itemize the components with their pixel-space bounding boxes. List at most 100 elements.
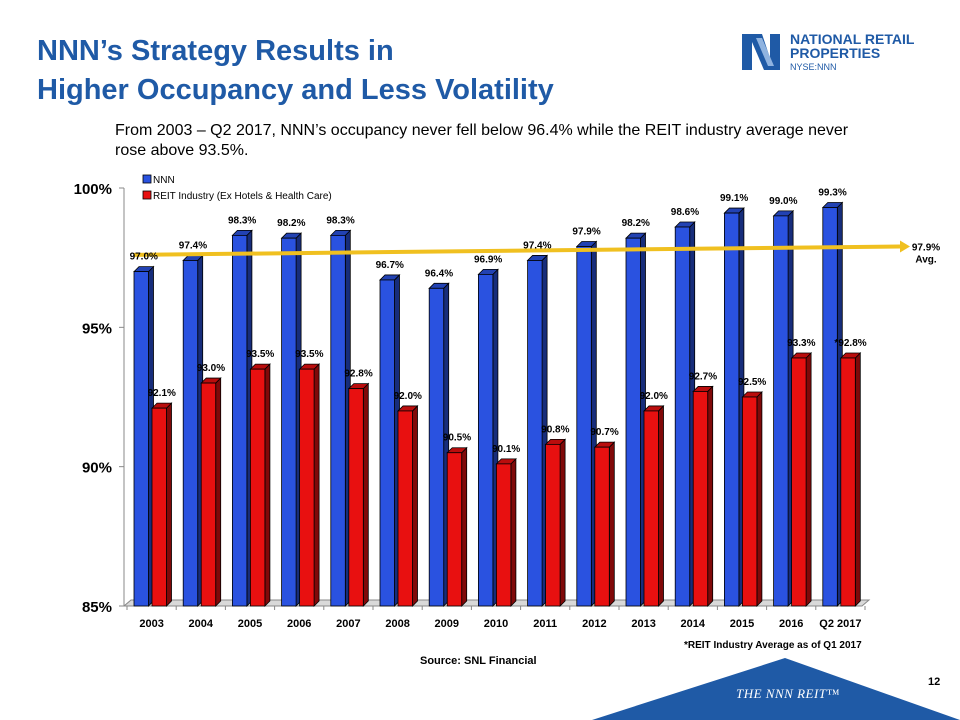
x-tick-label: 2011: [533, 618, 557, 630]
bar-front: [249, 368, 266, 607]
x-tick-label: 2003: [139, 618, 163, 630]
average-line-arrowhead: [900, 240, 910, 253]
logo-wordmark: NATIONAL RETAIL PROPERTIES: [790, 32, 914, 60]
nnn-data-label: 97.4%: [179, 240, 207, 251]
reit-bar: [593, 441, 616, 607]
company-logo: NATIONAL RETAIL PROPERTIES NYSE:NNN: [740, 28, 940, 78]
bar-front: [379, 279, 395, 607]
y-tick-label-100: 100%: [74, 181, 112, 198]
bar-front: [182, 260, 199, 607]
bar-front: [545, 443, 561, 607]
legend-label-reit: REIT Industry (Ex Hotels & Health Care): [153, 191, 332, 202]
nnn-bar: [428, 282, 450, 607]
average-label: 97.9%: [912, 243, 940, 254]
average-line-group: [133, 240, 910, 257]
reit-data-label: 92.8%: [344, 369, 372, 380]
bar-front: [594, 446, 610, 607]
x-tick-label: 2009: [435, 618, 459, 630]
chart-data-labels: 97.9%Avg.97.0%97.4%98.3% 98.2% 98.3%96.7%9…: [130, 188, 941, 455]
reit-data-label: 92.7%: [689, 371, 717, 382]
reit-bar: [249, 363, 271, 607]
chart-legend: NNN REIT Industry (Ex Hotels & Health Car…: [142, 174, 332, 202]
nnn-bar: [379, 273, 401, 607]
logo-line-1: NATIONAL RETAIL: [790, 31, 915, 47]
x-tick-label: 2006: [287, 618, 311, 630]
footer-brand-text: THE NNN REIT™: [736, 686, 840, 701]
nnn-data-label: 96.9%: [474, 254, 502, 265]
x-tick-label: 2012: [582, 618, 606, 630]
y-tick-label-85: 85%: [82, 599, 112, 616]
x-tick-label: 2007: [336, 618, 360, 630]
reit-data-label: 92.0%: [640, 391, 668, 402]
bar-front: [281, 237, 297, 607]
reit-data-label: *92.8%: [834, 338, 866, 349]
nnn-bar: [477, 268, 499, 607]
x-tick-label: 2016: [779, 618, 803, 630]
bar-front: [840, 357, 856, 607]
nnn-data-label: 96.7%: [376, 260, 404, 271]
logo-line-2: PROPERTIES: [790, 45, 881, 61]
x-tick-label: 2015: [730, 618, 754, 630]
nnn-bar: [821, 201, 844, 607]
reit-data-label: 90.1%: [492, 444, 520, 455]
slide-title: NNN’s Strategy Results in Higher Occupan…: [37, 32, 554, 110]
nnn-data-label: 99.3%: [818, 188, 846, 199]
reit-bar: [200, 377, 222, 607]
nnn-data-label: 98.2%: [622, 218, 650, 229]
x-tick-label: 2005: [238, 618, 262, 630]
reit-bar: [544, 438, 567, 607]
nnn-data-label: 98.3%: [228, 215, 256, 226]
nnn-logo-icon: [742, 34, 780, 70]
bar-front: [231, 234, 248, 607]
reit-bar: [347, 382, 370, 607]
reit-bar: [495, 457, 517, 607]
reit-bar: [692, 385, 714, 607]
reit-data-label: 93.3%: [787, 338, 815, 349]
x-tick-label: Q2 2017: [819, 618, 861, 630]
reit-bar: [151, 402, 173, 607]
x-tick-label: 2014: [681, 618, 706, 630]
average-label-suffix: Avg.: [915, 255, 937, 266]
bar-front: [133, 271, 149, 607]
chart-source: Source: SNL Financial: [420, 655, 537, 667]
bar-front: [625, 237, 641, 607]
bar-front: [151, 407, 167, 607]
reit-data-label: 90.5%: [443, 433, 471, 444]
bar-front: [477, 273, 494, 607]
nnn-data-label: 98.6%: [671, 207, 699, 218]
bar-front: [791, 357, 807, 607]
nnn-data-label: 97.9%: [572, 227, 600, 238]
nnn-data-label: 99.0%: [769, 196, 797, 207]
bar-front: [773, 215, 789, 607]
nnn-data-label: 98.3%: [326, 215, 354, 226]
nnn-data-label: 99.1%: [720, 193, 748, 204]
bar-front: [576, 246, 592, 607]
reit-data-label: 93.5%: [246, 349, 274, 360]
nnn-data-label: 96.4%: [425, 268, 453, 279]
bar-front: [446, 452, 463, 607]
nnn-data-label: 97.0%: [130, 252, 158, 263]
nnn-data-label: 97.4%: [523, 240, 551, 251]
bar-front: [330, 234, 346, 607]
x-tick-label: 2008: [385, 618, 409, 630]
bar-front: [299, 368, 315, 607]
legend-label-nnn: NNN: [153, 175, 175, 186]
page-number: 12: [928, 676, 941, 688]
reit-bar: [839, 352, 862, 607]
bar-front: [428, 287, 445, 607]
legend-swatch-nnn: [142, 174, 152, 184]
reit-bar: [741, 391, 763, 607]
slide-title-line-2: Higher Occupancy and Less Volatility: [37, 74, 554, 106]
bar-front: [643, 410, 659, 607]
bar-front: [822, 207, 838, 607]
reit-data-label: 93.0%: [197, 363, 225, 374]
bar-front: [200, 382, 217, 607]
x-tick-label: 2004: [189, 618, 214, 630]
bar-front: [692, 391, 709, 607]
reit-data-label: 92.0%: [394, 391, 422, 402]
reit-bar: [446, 446, 468, 607]
reit-data-label: 92.1%: [148, 388, 176, 399]
reit-bar: [298, 363, 321, 607]
